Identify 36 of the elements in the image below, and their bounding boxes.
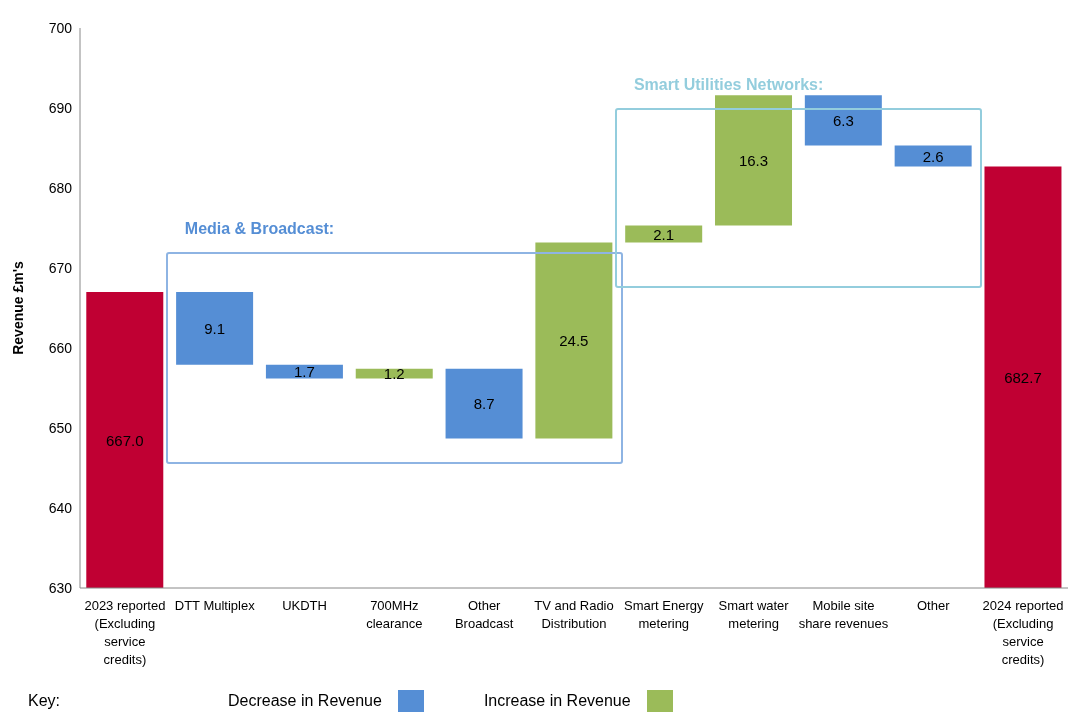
y-axis-title: Revenue £m's	[9, 260, 26, 355]
data-label: 24.5	[559, 331, 589, 349]
x-tick-label: Smart Energy metering	[624, 598, 705, 631]
x-tick-label: Other	[917, 598, 951, 613]
data-label: 682.7	[1004, 368, 1042, 386]
y-tick-label: 640	[48, 499, 73, 516]
x-tick-label: Other Broadcast	[454, 598, 514, 631]
x-tick-label: 2024 reported (Excluding service credits)	[982, 598, 1064, 667]
x-tick-label: 700MHz clearance	[366, 598, 423, 631]
data-label: 2.6	[922, 147, 944, 165]
x-tick-label: UKDTH	[282, 598, 327, 613]
y-tick-label: 650	[48, 419, 73, 436]
y-tick-label: 670	[48, 259, 73, 276]
x-tick-label: Smart water metering	[718, 598, 790, 631]
y-tick-label: 680	[48, 179, 73, 196]
y-tick-label: 700	[48, 19, 73, 36]
y-tick-label: 630	[48, 579, 73, 596]
data-label: 1.2	[383, 365, 405, 383]
y-tick-label: 660	[48, 339, 73, 356]
x-tick-label: DTT Multiplex	[174, 598, 256, 613]
data-label: 1.7	[293, 363, 315, 381]
legend-title: Key:	[28, 692, 61, 710]
data-label: 8.7	[473, 395, 495, 413]
legend-label: Decrease in Revenue	[228, 692, 382, 710]
data-label: 2.1	[653, 225, 675, 243]
y-tick-label: 690	[48, 99, 73, 116]
annotation: Media & Broadcast:	[184, 220, 335, 238]
x-tick-label: Mobile site share revenues	[798, 598, 889, 631]
legend-label: Increase in Revenue	[483, 692, 631, 710]
data-label: 9.1	[204, 319, 226, 337]
annotation: Smart Utilities Networks:	[633, 76, 824, 94]
x-tick-label: TV and Radio Distribution	[534, 598, 614, 631]
x-tick-label: 2023 reported (Excluding service credits)	[84, 598, 166, 667]
data-label: 16.3	[738, 151, 769, 169]
data-label: 667.0	[106, 431, 144, 449]
data-label: 6.3	[832, 111, 854, 129]
